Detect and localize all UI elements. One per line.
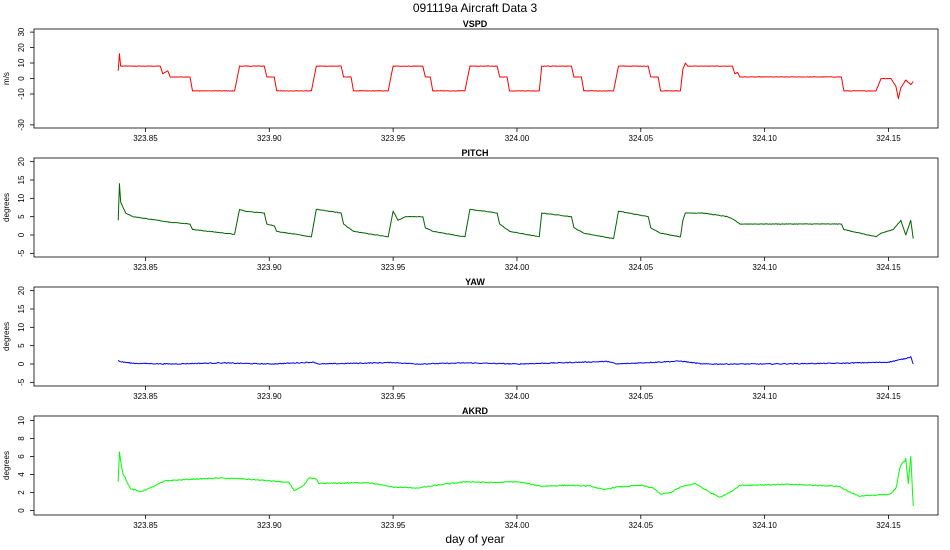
x-tick-label: 323.95	[381, 521, 406, 530]
panel-akrd: AKRD 0 2 4 6 8 10 degrees 323.85 323.90 323.95 324.…	[2, 406, 939, 530]
x-tick-label: 323.90	[257, 392, 282, 401]
y-tick-label: 0	[17, 361, 26, 366]
panel-title: PITCH	[462, 148, 489, 158]
x-tick-label: 323.95	[381, 392, 406, 401]
y-axis-label: m/s	[2, 72, 11, 85]
x-tick-label: 323.95	[381, 134, 406, 143]
y-tick-label: 20	[17, 286, 26, 295]
panel-frame	[33, 286, 939, 387]
y-tick-label: -10	[17, 88, 26, 100]
series-line-pitch	[117, 183, 914, 240]
series-line-yaw	[117, 356, 914, 365]
x-tick-label: 324.00	[505, 134, 530, 143]
panel-title: YAW	[465, 277, 485, 287]
y-tick-label: 15	[17, 304, 26, 313]
y-tick-label: 10	[17, 58, 26, 67]
y-axis-label: degrees	[2, 451, 11, 480]
y-tick-label: -30	[17, 119, 26, 131]
y-tick-label: 6	[17, 454, 26, 459]
panel-vspd: VSPD -30 -10 0 10 20 30 m/s 323.85 323.90 323.95 32…	[2, 19, 939, 143]
y-tick-label: 5	[17, 343, 26, 348]
x-tick-label: 323.85	[133, 521, 158, 530]
panel-frame	[33, 157, 939, 258]
x-tick-label: 323.90	[257, 134, 282, 143]
y-tick-label: 20	[17, 43, 26, 52]
panel-yaw: YAW -5 0 5 10 15 20 degrees 323.85 323.90 323.95 32…	[2, 277, 939, 401]
panel-frame	[33, 415, 939, 516]
panel-title: AKRD	[462, 406, 488, 416]
panel-title: VSPD	[463, 19, 488, 29]
y-tick-label: 2	[17, 490, 26, 495]
x-tick-label: 323.90	[257, 521, 282, 530]
y-tick-label: 0	[17, 232, 26, 237]
y-tick-label: 10	[17, 416, 26, 425]
x-tick-label: 324.10	[752, 521, 777, 530]
y-tick-label: 10	[17, 193, 26, 202]
y-tick-label: 15	[17, 175, 26, 184]
x-tick-label: 324.05	[629, 134, 654, 143]
x-tick-label: 324.10	[752, 392, 777, 401]
panel-pitch: PITCH -5 0 5 10 15 20 degrees 323.85 323.90 323.95…	[2, 148, 939, 272]
x-axis-label: day of year	[445, 532, 504, 546]
x-tick-label: 324.10	[752, 263, 777, 272]
y-tick-label: 8	[17, 436, 26, 441]
x-tick-label: 324.00	[505, 521, 530, 530]
y-tick-label: 30	[17, 27, 26, 36]
x-tick-label: 324.00	[505, 392, 530, 401]
x-tick-label: 324.15	[876, 392, 901, 401]
x-tick-label: 323.85	[133, 263, 158, 272]
x-tick-label: 324.10	[752, 134, 777, 143]
y-tick-label: 0	[17, 76, 26, 81]
x-tick-label: 324.15	[876, 263, 901, 272]
y-tick-label: 4	[17, 472, 26, 477]
x-tick-label: 324.15	[876, 134, 901, 143]
x-tick-label: 323.85	[133, 134, 158, 143]
panel-frame	[33, 28, 939, 129]
x-tick-label: 323.90	[257, 263, 282, 272]
x-tick-label: 324.00	[505, 263, 530, 272]
x-tick-label: 324.05	[629, 263, 654, 272]
chart-title: 091119a Aircraft Data 3	[413, 1, 538, 15]
y-tick-label: 20	[17, 157, 26, 166]
x-tick-label: 323.85	[133, 392, 158, 401]
series-line-vspd	[117, 53, 914, 100]
y-tick-label: -5	[17, 249, 26, 257]
y-axis-label: degrees	[2, 322, 11, 351]
x-tick-label: 323.95	[381, 263, 406, 272]
y-tick-label: 10	[17, 322, 26, 331]
x-tick-label: 324.05	[629, 521, 654, 530]
series-line-akrd	[117, 451, 914, 507]
y-axis-label: degrees	[2, 193, 11, 222]
y-tick-label: -5	[17, 378, 26, 386]
x-tick-label: 324.05	[629, 392, 654, 401]
y-tick-label: 5	[17, 214, 26, 219]
y-tick-label: 0	[17, 508, 26, 513]
x-tick-label: 324.15	[876, 521, 901, 530]
